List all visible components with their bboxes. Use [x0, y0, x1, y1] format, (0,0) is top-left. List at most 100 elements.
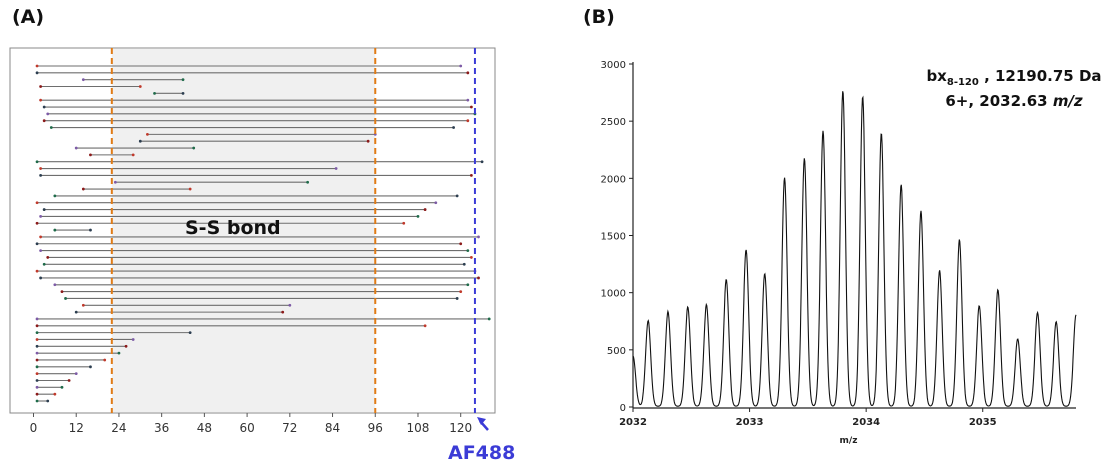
- y-tick-label: 2500: [601, 117, 626, 128]
- fragment-start-dot: [153, 91, 156, 95]
- fragment-end-dot: [188, 331, 192, 335]
- x-axis-label: m/z: [840, 436, 858, 446]
- fragment-bar: [46, 256, 473, 259]
- fragment-end-dot: [366, 139, 370, 143]
- fragment-bar: [42, 208, 427, 211]
- fragment-end-dot: [89, 365, 92, 369]
- fragment-start-dot: [35, 351, 39, 355]
- annotation-subscript: 8-120: [947, 77, 979, 88]
- x-tick-label: 120: [449, 421, 472, 435]
- fragment-bar: [35, 392, 57, 396]
- fragment-start-dot: [146, 132, 149, 136]
- fragment-bar: [35, 372, 78, 376]
- fragment-end-dot: [74, 372, 78, 376]
- x-tick-label: 0: [30, 421, 38, 435]
- fragment-start-dot: [89, 153, 92, 157]
- fragment-bar: [39, 167, 338, 170]
- fragment-end-dot: [459, 242, 463, 246]
- fragment-bar: [53, 228, 92, 232]
- x-tick-label: 2033: [736, 417, 764, 428]
- fragment-end-dot: [188, 187, 192, 191]
- fragment-bar: [39, 173, 473, 177]
- fragment-end-dot: [306, 180, 310, 184]
- x-tick-label: 72: [282, 421, 297, 435]
- fragment-bar: [35, 324, 427, 328]
- shaded-region: [111, 49, 376, 412]
- af488-label: AF488: [448, 442, 515, 464]
- x-tick-label: 12: [69, 421, 84, 435]
- fragment-bar: [113, 180, 310, 184]
- x-tick-label: 2034: [852, 417, 880, 428]
- fragment-end-dot: [469, 256, 473, 259]
- ss-bond-annotation: S-S bond: [185, 217, 281, 239]
- fragment-start-dot: [81, 78, 85, 82]
- y-tick-label: 500: [607, 346, 626, 357]
- fragment-start-dot: [35, 385, 39, 389]
- fragment-bar: [35, 379, 71, 382]
- spectrum-annotation-line1: bx8-120 , 12190.75 Da: [926, 67, 1101, 88]
- spectrum-trace: [632, 91, 1077, 407]
- fragment-bar: [35, 71, 470, 75]
- fragment-bar: [35, 344, 128, 348]
- fragment-start-dot: [35, 324, 39, 328]
- fragment-end-dot: [466, 283, 470, 287]
- fragment-bar: [35, 358, 107, 362]
- fragment-start-dot: [35, 372, 39, 376]
- fragment-bar: [89, 153, 135, 157]
- annotation-ion: bx: [926, 67, 947, 85]
- fragment-end-dot: [434, 201, 438, 205]
- fragment-end-dot: [103, 358, 107, 362]
- fragment-start-dot: [35, 392, 39, 396]
- fragment-bar: [39, 215, 420, 218]
- fragment-start-dot: [42, 262, 46, 266]
- annotation-charge: 6+, 2032.63: [945, 92, 1052, 110]
- fragment-start-dot: [64, 297, 67, 300]
- fragment-start-dot: [39, 167, 43, 170]
- fragment-end-dot: [459, 64, 463, 68]
- fragment-end-dot: [466, 98, 470, 102]
- fragment-bar: [42, 262, 466, 266]
- fragment-start-dot: [138, 139, 142, 143]
- fragment-end-dot: [455, 297, 459, 300]
- fragment-start-dot: [35, 338, 39, 341]
- fragment-end-dot: [117, 351, 121, 355]
- fragment-bar: [81, 303, 292, 307]
- fragment-bar: [39, 85, 142, 88]
- fragment-end-dot: [480, 160, 484, 164]
- fragment-end-dot: [477, 235, 480, 239]
- fragment-end-dot: [131, 338, 135, 341]
- fragment-end-dot: [416, 215, 420, 218]
- fragment-end-dot: [192, 146, 196, 150]
- panel-b-label: (B): [583, 6, 615, 28]
- fragment-bar: [74, 310, 285, 314]
- fragment-bar: [35, 201, 438, 205]
- fragment-end-dot: [181, 91, 185, 95]
- x-tick-label: 48: [197, 421, 212, 435]
- fragment-start-dot: [39, 173, 43, 177]
- fragment-start-dot: [35, 399, 39, 403]
- fragment-start-dot: [39, 98, 43, 102]
- fragment-start-dot: [46, 256, 50, 259]
- fragment-start-dot: [42, 119, 46, 123]
- fragment-end-dot: [469, 105, 473, 109]
- x-tick-label: 24: [111, 421, 126, 435]
- fragment-start-dot: [81, 303, 85, 307]
- fragment-end-dot: [281, 310, 285, 314]
- fragment-start-dot: [42, 208, 46, 211]
- fragment-bar: [64, 297, 459, 300]
- fragment-end-dot: [459, 290, 463, 294]
- fragment-end-dot: [466, 249, 470, 252]
- fragment-start-dot: [81, 187, 85, 191]
- fragment-start-dot: [39, 249, 43, 252]
- fragment-start-dot: [39, 215, 43, 218]
- fragment-bar: [81, 187, 192, 191]
- fragment-start-dot: [35, 64, 39, 68]
- fragment-end-dot: [46, 399, 50, 403]
- fragment-start-dot: [35, 365, 39, 369]
- fragment-bar: [35, 399, 50, 403]
- fragment-bar: [53, 194, 459, 198]
- fragment-coverage-chart: S-S bond 0 12 24 36 48 60 72 84 96 108 120 AF488: [9, 47, 515, 464]
- fragment-start-dot: [35, 379, 39, 382]
- fragment-end-dot: [181, 78, 185, 82]
